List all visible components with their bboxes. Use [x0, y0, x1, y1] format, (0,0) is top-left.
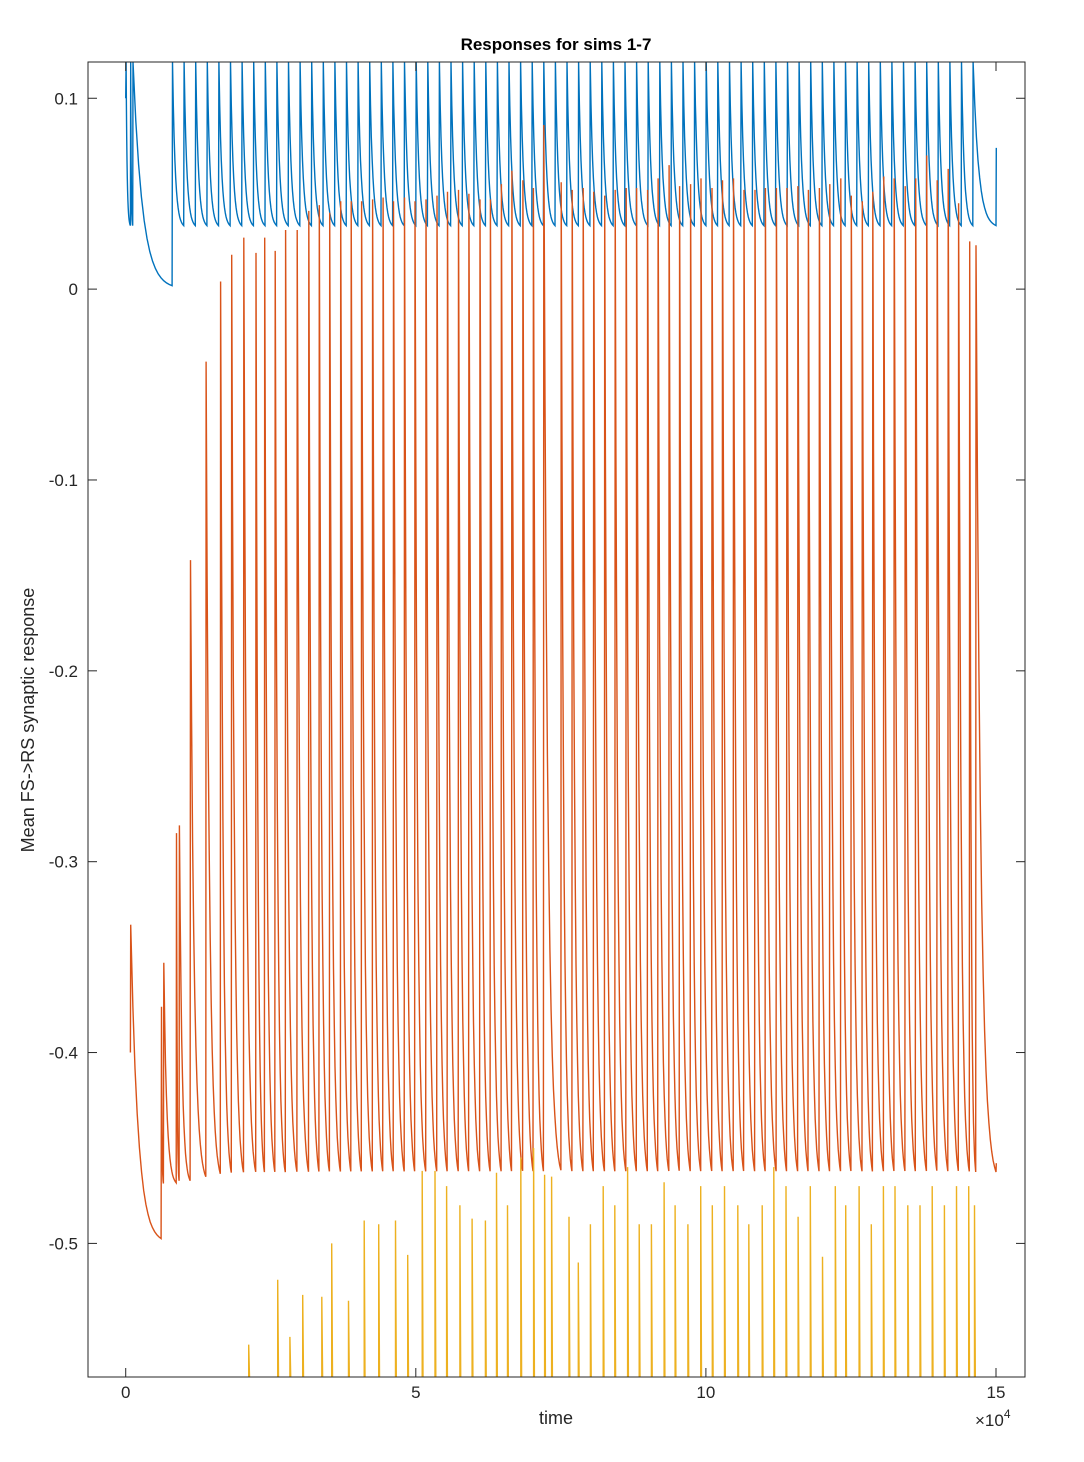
y-tick-label: -0.3 [49, 853, 78, 872]
series-line-2 [129, 124, 997, 1241]
chart-title: Responses for sims 1-7 [461, 35, 652, 54]
x-tick-label: 0 [121, 1383, 130, 1402]
x-exponent-base: ×10 [975, 1411, 1004, 1430]
y-tick-label: -0.1 [49, 471, 78, 490]
x-tick-label: 15 [987, 1383, 1006, 1402]
y-tick-label: -0.4 [49, 1044, 78, 1063]
y-tick-label: 0 [69, 280, 78, 299]
y-tick-label: -0.2 [49, 662, 78, 681]
x-tick-label: 5 [411, 1383, 420, 1402]
y-tick-label: -0.5 [49, 1234, 78, 1253]
axis-ticks: 0 5 10 15 0.1 0 -0.1 -0.2 -0.3 -0.4 -0.5 [49, 62, 1025, 1402]
x-tick-label: 10 [696, 1383, 715, 1402]
series-line-3 [248, 1147, 976, 1377]
y-tick-label: 0.1 [54, 89, 78, 108]
y-axis-label: Mean FS->RS synaptic response [18, 588, 38, 853]
x-exponent-power: 4 [1004, 1407, 1011, 1421]
plot-area [125, 62, 997, 1377]
x-axis-label: time [539, 1408, 573, 1428]
x-exponent-label: ×104 [975, 1407, 1011, 1430]
axes-box [87, 61, 1026, 1378]
